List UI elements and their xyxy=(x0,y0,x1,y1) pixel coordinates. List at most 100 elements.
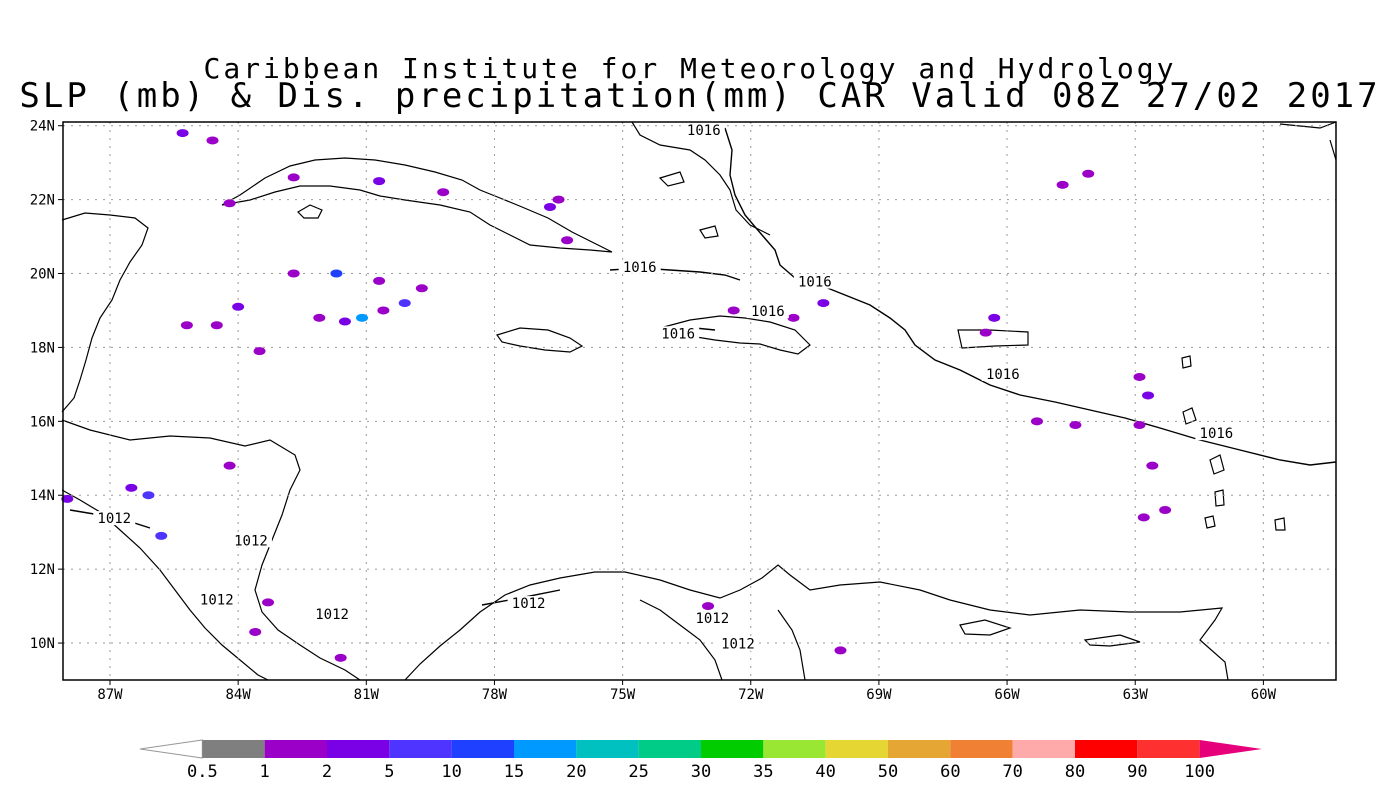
lat-tick-label: 24N xyxy=(30,119,55,135)
colorbar-segment xyxy=(451,740,514,758)
precip-cell xyxy=(125,483,138,492)
precip-cell xyxy=(1030,417,1043,426)
precip-cell xyxy=(373,276,386,285)
precip-cell xyxy=(142,491,155,500)
colorbar-tick-label: 100 xyxy=(1184,762,1215,782)
colorbar-segment xyxy=(888,740,951,758)
colorbar-segment xyxy=(1012,740,1075,758)
colorbar-segment xyxy=(825,740,888,758)
colorbar-tick-label: 40 xyxy=(815,762,835,782)
colorbar-tick-label: 80 xyxy=(1065,762,1085,782)
contour-label-bg xyxy=(793,274,836,289)
precip-cell xyxy=(223,199,236,208)
lat-tick-label: 18N xyxy=(30,340,55,356)
precip-cell xyxy=(287,269,300,278)
colorbar-segments xyxy=(139,739,1262,759)
contour-label: 1016 xyxy=(1200,426,1234,442)
contour-label: 1012 xyxy=(512,596,546,612)
contour-label-bg xyxy=(657,326,700,341)
lon-tick-label: 84W xyxy=(225,687,251,703)
precip-cell xyxy=(338,317,351,326)
lon-tick-label: 69W xyxy=(866,687,892,703)
precip-cell xyxy=(334,653,347,662)
precip-cell xyxy=(356,313,369,322)
contour-label-bg xyxy=(1195,426,1238,441)
contour-label: 1016 xyxy=(687,123,721,139)
contour-label: 1016 xyxy=(798,275,832,291)
lon-tick-label: 60W xyxy=(1251,687,1277,703)
colorbar-labels: 0.5 1 2 5 10 15 20 25 30 35 40 50 60 70 80 90 100 xyxy=(187,762,1215,782)
precip-cell xyxy=(1137,513,1150,522)
precip-cell xyxy=(373,177,386,186)
lat-tick-label: 14N xyxy=(30,488,55,504)
colorbar-tick-label: 5 xyxy=(384,762,394,782)
precip-cell xyxy=(817,299,830,308)
contour-labels: 1016 1016 1016 1016 1016 1016 1016 1012 1012 1012… xyxy=(93,123,1238,653)
precip-cell xyxy=(398,299,411,308)
contour-label-bg xyxy=(981,366,1024,381)
graticule xyxy=(58,122,1336,685)
precip-cell xyxy=(180,321,193,330)
colorbar-tick-label: 30 xyxy=(691,762,711,782)
precip-cell xyxy=(253,347,266,356)
precip-cell xyxy=(262,598,275,607)
precip-cell xyxy=(377,306,390,315)
lon-tick-label: 72W xyxy=(738,687,764,703)
contour-label-bg xyxy=(618,259,661,274)
precip-cell xyxy=(979,328,992,337)
contour-label-bg xyxy=(682,123,725,138)
colorbar-segment xyxy=(202,740,265,758)
colorbar-tick-label: 0.5 xyxy=(187,762,218,782)
precip-cell xyxy=(1159,506,1172,515)
colorbar-tick-label: 25 xyxy=(628,762,648,782)
contour-label-bg xyxy=(691,610,734,625)
precip-cell xyxy=(313,313,326,322)
lat-tick-label: 10N xyxy=(30,636,55,652)
colorbar-tick-label: 35 xyxy=(753,762,773,782)
contour-label: 1012 xyxy=(695,611,729,627)
lon-tick-label: 66W xyxy=(994,687,1020,703)
contour-label: 1012 xyxy=(234,533,268,549)
precip-cell xyxy=(1133,372,1146,381)
colorbar-segment xyxy=(264,740,327,758)
lon-tick-label: 87W xyxy=(97,687,123,703)
precip-cell xyxy=(1056,180,1069,189)
colorbar-segment xyxy=(638,740,701,758)
precip-cell xyxy=(1133,421,1146,430)
lat-tick-label: 22N xyxy=(30,193,55,209)
precip-cell xyxy=(727,306,740,315)
precip-cell xyxy=(61,494,74,503)
precip-cell xyxy=(210,321,223,330)
contour-label-bg xyxy=(507,596,550,611)
contour-label: 1012 xyxy=(97,511,131,527)
colorbar-tick-label: 60 xyxy=(940,762,960,782)
colorbar-tick-label: 10 xyxy=(441,762,461,782)
contour-label-bg xyxy=(716,636,759,651)
contour-label-bg xyxy=(311,607,354,622)
lat-tick-label: 16N xyxy=(30,414,55,430)
map-title-product: SLP (mb) & Dis. precipitation(mm) CAR Va… xyxy=(19,76,1381,116)
colorbar-segment xyxy=(389,740,452,758)
colorbar-segment xyxy=(327,740,390,758)
contour-label: 1016 xyxy=(623,260,657,276)
colorbar-tick-label: 2 xyxy=(322,762,332,782)
colorbar-segment xyxy=(763,740,826,758)
contour-label: 1016 xyxy=(751,304,785,320)
colorbar-segment xyxy=(1199,740,1262,758)
lon-tick-label: 63W xyxy=(1123,687,1149,703)
lat-tick-label: 20N xyxy=(30,267,55,283)
longitude-labels: 87W 84W 81W 78W 75W 72W 69W 66W 63W 60W xyxy=(97,687,1276,703)
colorbar-tick-label: 70 xyxy=(1002,762,1022,782)
colorbar-segment xyxy=(514,740,577,758)
precip-cell xyxy=(249,627,262,636)
colorbar-tick-label: 90 xyxy=(1127,762,1147,782)
contour-label-bg xyxy=(93,511,136,526)
contour-label: 1012 xyxy=(200,592,234,608)
precip-cell xyxy=(1082,169,1095,178)
precip-cell xyxy=(702,602,715,611)
contour-label: 1012 xyxy=(721,637,755,653)
precip-cell xyxy=(232,302,245,311)
contour-label: 1012 xyxy=(315,607,349,623)
lon-tick-label: 75W xyxy=(610,687,636,703)
